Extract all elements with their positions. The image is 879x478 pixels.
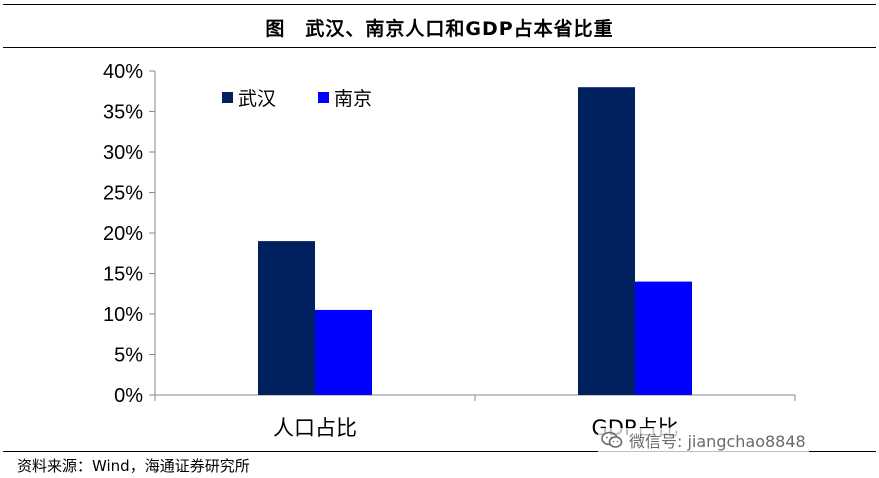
y-tick-label: 15% [103,264,143,286]
y-tick-label: 40% [103,61,143,83]
y-tick-label: 30% [103,142,143,164]
y-tick-label: 20% [103,223,143,245]
bar-wuhan [578,87,635,395]
bar-wuhan [258,241,315,395]
y-tick-label: 35% [103,102,143,124]
wechat-icon [601,431,623,448]
bar-nanjing [315,309,372,395]
bar-nanjing [635,281,692,395]
y-tick-label: 5% [114,345,143,367]
y-tick-label: 25% [103,183,143,205]
top-rule [3,4,876,5]
bottom-rule [3,451,876,452]
y-tick-label: 0% [114,385,143,407]
y-tick-label: 10% [103,304,143,326]
legend-label: 南京 [334,88,372,110]
chart-title: 图 武汉、南京人口和GDP占本省比重 [265,18,614,40]
legend-label: 武汉 [238,88,276,110]
watermark-text: 微信号: jiangchao8848 [629,432,806,451]
source-note: 资料来源：Wind，海通证券研究所 [17,457,250,475]
x-tick-label: 人口占比 [273,416,357,440]
legend-swatch [318,92,329,103]
watermark: 微信号: jiangchao8848 [598,428,809,452]
legend-swatch [222,92,233,103]
title-rule [3,47,876,48]
